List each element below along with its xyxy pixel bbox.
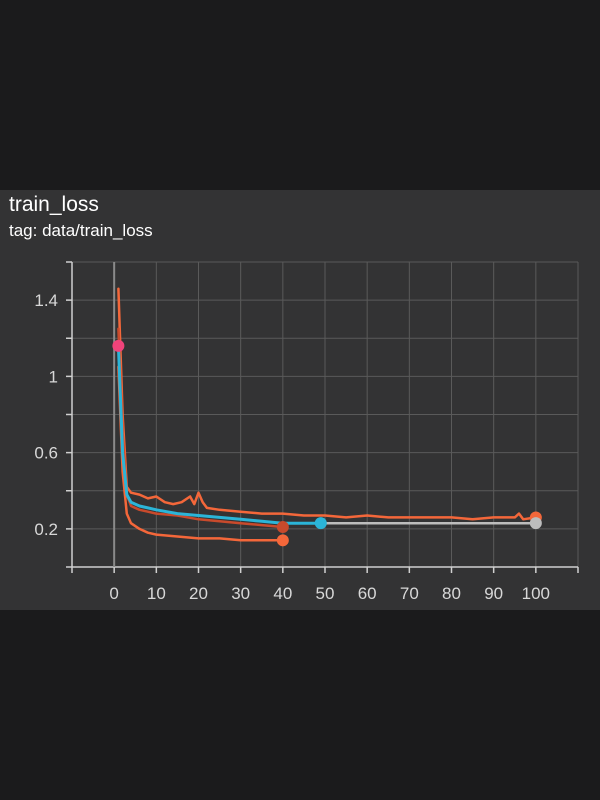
y-tick-label: 0.6: [34, 444, 58, 463]
marker-group: [112, 339, 542, 547]
y-tick-label: 1.4: [34, 291, 58, 310]
chart-title: train_loss: [9, 193, 99, 216]
highlight-point: [112, 339, 125, 352]
x-tick-label: 10: [147, 584, 166, 603]
series-line-2: [117, 365, 285, 542]
x-tick-label: 70: [400, 584, 419, 603]
x-tick-label: 20: [189, 584, 208, 603]
x-tick-label: 30: [231, 584, 250, 603]
series-line-1: [117, 287, 538, 521]
x-tick-label: 50: [316, 584, 335, 603]
series-end-point-3: [276, 520, 289, 533]
series-end-point-4: [529, 517, 542, 530]
series-end-point-5: [314, 517, 327, 530]
tick-labels: 0 10 20 30 40 50 60 70 80 90 100 0.2 0.6 1 1.4: [34, 291, 550, 603]
x-tick-label: 40: [273, 584, 292, 603]
x-tick-label: 80: [442, 584, 461, 603]
chart-tag: tag: data/train_loss: [9, 221, 153, 240]
chart-card: [0, 190, 600, 610]
x-tick-label: 60: [358, 584, 377, 603]
series-group: [116, 287, 538, 542]
x-tick-label: 0: [109, 584, 118, 603]
series-end-point-2: [276, 534, 289, 547]
grid: [71, 261, 579, 568]
x-tick-label: 100: [522, 584, 550, 603]
series-line-5: [116, 344, 323, 525]
axes: [66, 261, 579, 573]
y-tick-label: 1: [49, 367, 58, 386]
x-tick-label: 90: [484, 584, 503, 603]
y-tick-label: 0.2: [34, 520, 58, 539]
